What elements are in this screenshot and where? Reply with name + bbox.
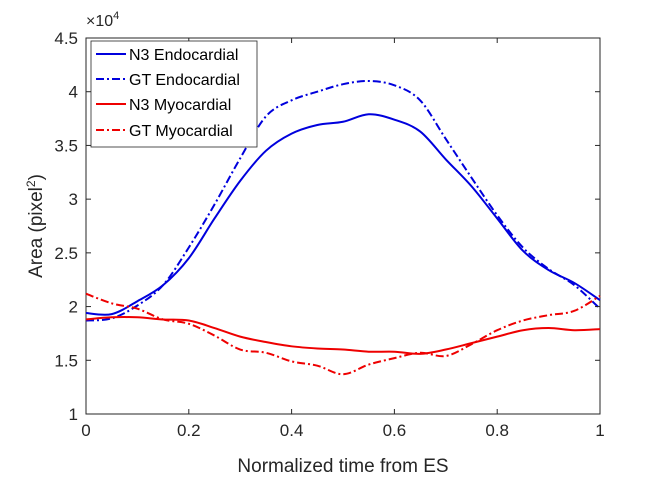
x-tick-label: 1	[595, 421, 604, 440]
legend-entry-gt-endocardial: GT Endocardial	[96, 72, 240, 89]
legend-label-n3-endocardial: N3 Endocardial	[129, 47, 238, 64]
y-tick-label: 2	[69, 298, 78, 317]
series-line-gt-myocardial	[85, 292, 601, 376]
y-exponent-prefix: ×10	[86, 13, 113, 30]
series-line-n3-myocardial	[85, 316, 601, 355]
legend-entry-n3-endocardial: N3 Endocardial	[96, 47, 238, 64]
y-tick-label: 1.5	[54, 351, 78, 370]
legend-label-gt-myocardial: GT Myocardial	[129, 123, 233, 140]
tick-layer: 0 0.2 0.4 0.6 0.8 1 1 1.5 2 2.5 3 3.5 4 4.5	[54, 29, 604, 440]
legend-entry-n3-myocardial: N3 Myocardial	[96, 97, 231, 114]
y-tick-label: 1	[69, 405, 78, 424]
y-exponent-label: ×104	[86, 10, 119, 30]
y-axis-label-main: Area (pixel	[26, 187, 47, 278]
x-axis-label: Normalized time from ES	[237, 456, 448, 477]
y-tick-label: 4	[69, 83, 78, 102]
y-axis-label: Area (pixel2)	[24, 174, 47, 278]
y-tick-label: 2.5	[54, 244, 78, 263]
y-tick-label: 3.5	[54, 136, 78, 155]
y-axis-label-close: )	[26, 174, 47, 180]
y-tick-label: 4.5	[54, 29, 78, 48]
legend-label-n3-myocardial: N3 Myocardial	[129, 97, 231, 114]
legend-label-gt-endocardial: GT Endocardial	[129, 72, 240, 89]
series-line-gt-endocardial	[85, 79, 601, 322]
x-tick-label: 0.6	[383, 421, 407, 440]
series-layer	[85, 79, 601, 376]
legend-entry-gt-myocardial: GT Myocardial	[96, 123, 233, 140]
y-tick-label: 3	[69, 190, 78, 209]
x-tick-label: 0.4	[280, 421, 304, 440]
x-tick-label: 0	[81, 421, 90, 440]
x-tick-label: 0.2	[177, 421, 201, 440]
series-line-n3-endocardial	[85, 113, 601, 316]
legend: N3 Endocardial GT Endocardial N3 Myocard…	[90, 40, 258, 148]
x-tick-label: 0.8	[485, 421, 509, 440]
y-axis-label-sup: 2	[24, 180, 38, 187]
y-exponent-power: 4	[113, 10, 119, 22]
